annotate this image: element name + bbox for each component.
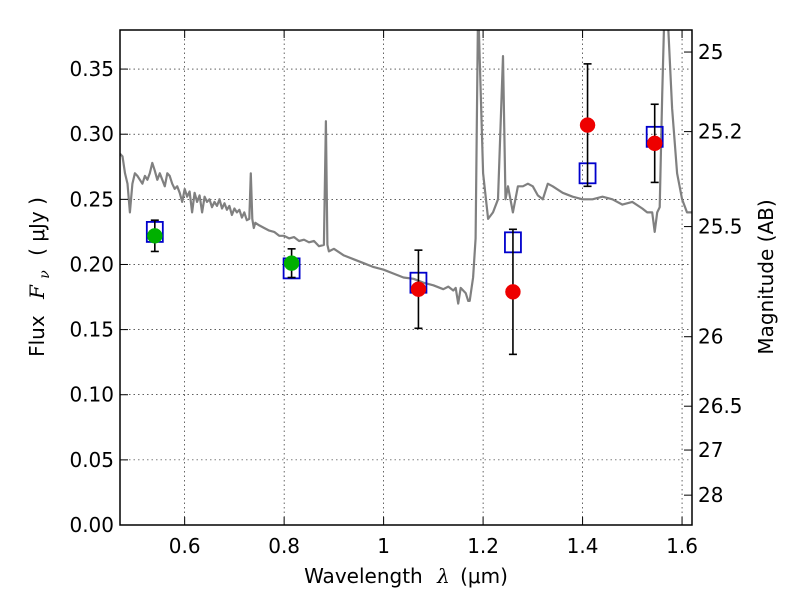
observed-nir-point [579,117,596,133]
y-tick-label: 0.10 [69,383,114,407]
observed-nir-point [505,284,521,300]
model-spectrum-layer [120,30,692,305]
y-tick-label: 0.00 [69,513,114,537]
model-spectrum-line [120,30,692,305]
data-points-layer [145,63,664,356]
grid-lines [120,30,692,526]
mag-tick-label: 25.5 [698,215,743,239]
y-axis-symbol: F [25,284,49,300]
y-tick-label: 0.35 [69,57,114,81]
mag-tick-label: 26 [698,325,723,349]
y-tick-label: 0.25 [69,187,114,211]
plot-frame [119,29,693,526]
mag-tick-label: 26.5 [698,394,743,418]
mag-tick-label: 28 [698,483,723,507]
y2-axis-title: Magnitude (AB) [754,199,778,354]
x-axis-lambda: λ [436,564,450,588]
x-tick-label: 1.4 [567,534,599,558]
observed-nir-point [646,135,663,152]
y-axis-title: Flux F ν ( μJy ) [25,197,54,357]
mag-tick-label: 27 [698,438,723,462]
observed-optical-point [147,228,163,244]
y-axis-subscript: ν [37,270,53,279]
observed-nir-point [410,281,427,297]
y-axis-title-text: Flux [25,315,49,357]
y-axis-unit: ( μJy ) [25,197,49,256]
axis-ticks: 0.6 0.8 1 1.2 1.4 1.6 0.00 0.05 0.10 0.15 0.20 0.25… [69,30,743,558]
x-tick-label: 0.8 [268,534,300,558]
x-tick-label: 1.2 [467,534,499,558]
x-tick-label: 0.6 [169,534,201,558]
x-tick-label: 1 [377,534,390,558]
x-tick-label: 1.6 [666,534,698,558]
mag-tick-label: 25.2 [698,120,743,144]
x-axis-title-text: Wavelength [304,564,423,588]
observed-optical-point [283,255,300,271]
y-tick-label: 0.20 [69,252,114,276]
y-tick-label: 0.15 [69,318,114,342]
x-axis-unit: (μm) [460,564,508,588]
y-tick-label: 0.30 [69,122,114,146]
y-tick-label: 0.05 [69,448,114,472]
x-axis-title: Wavelength λ (μm) [304,564,508,588]
mag-tick-label: 25 [698,40,723,64]
